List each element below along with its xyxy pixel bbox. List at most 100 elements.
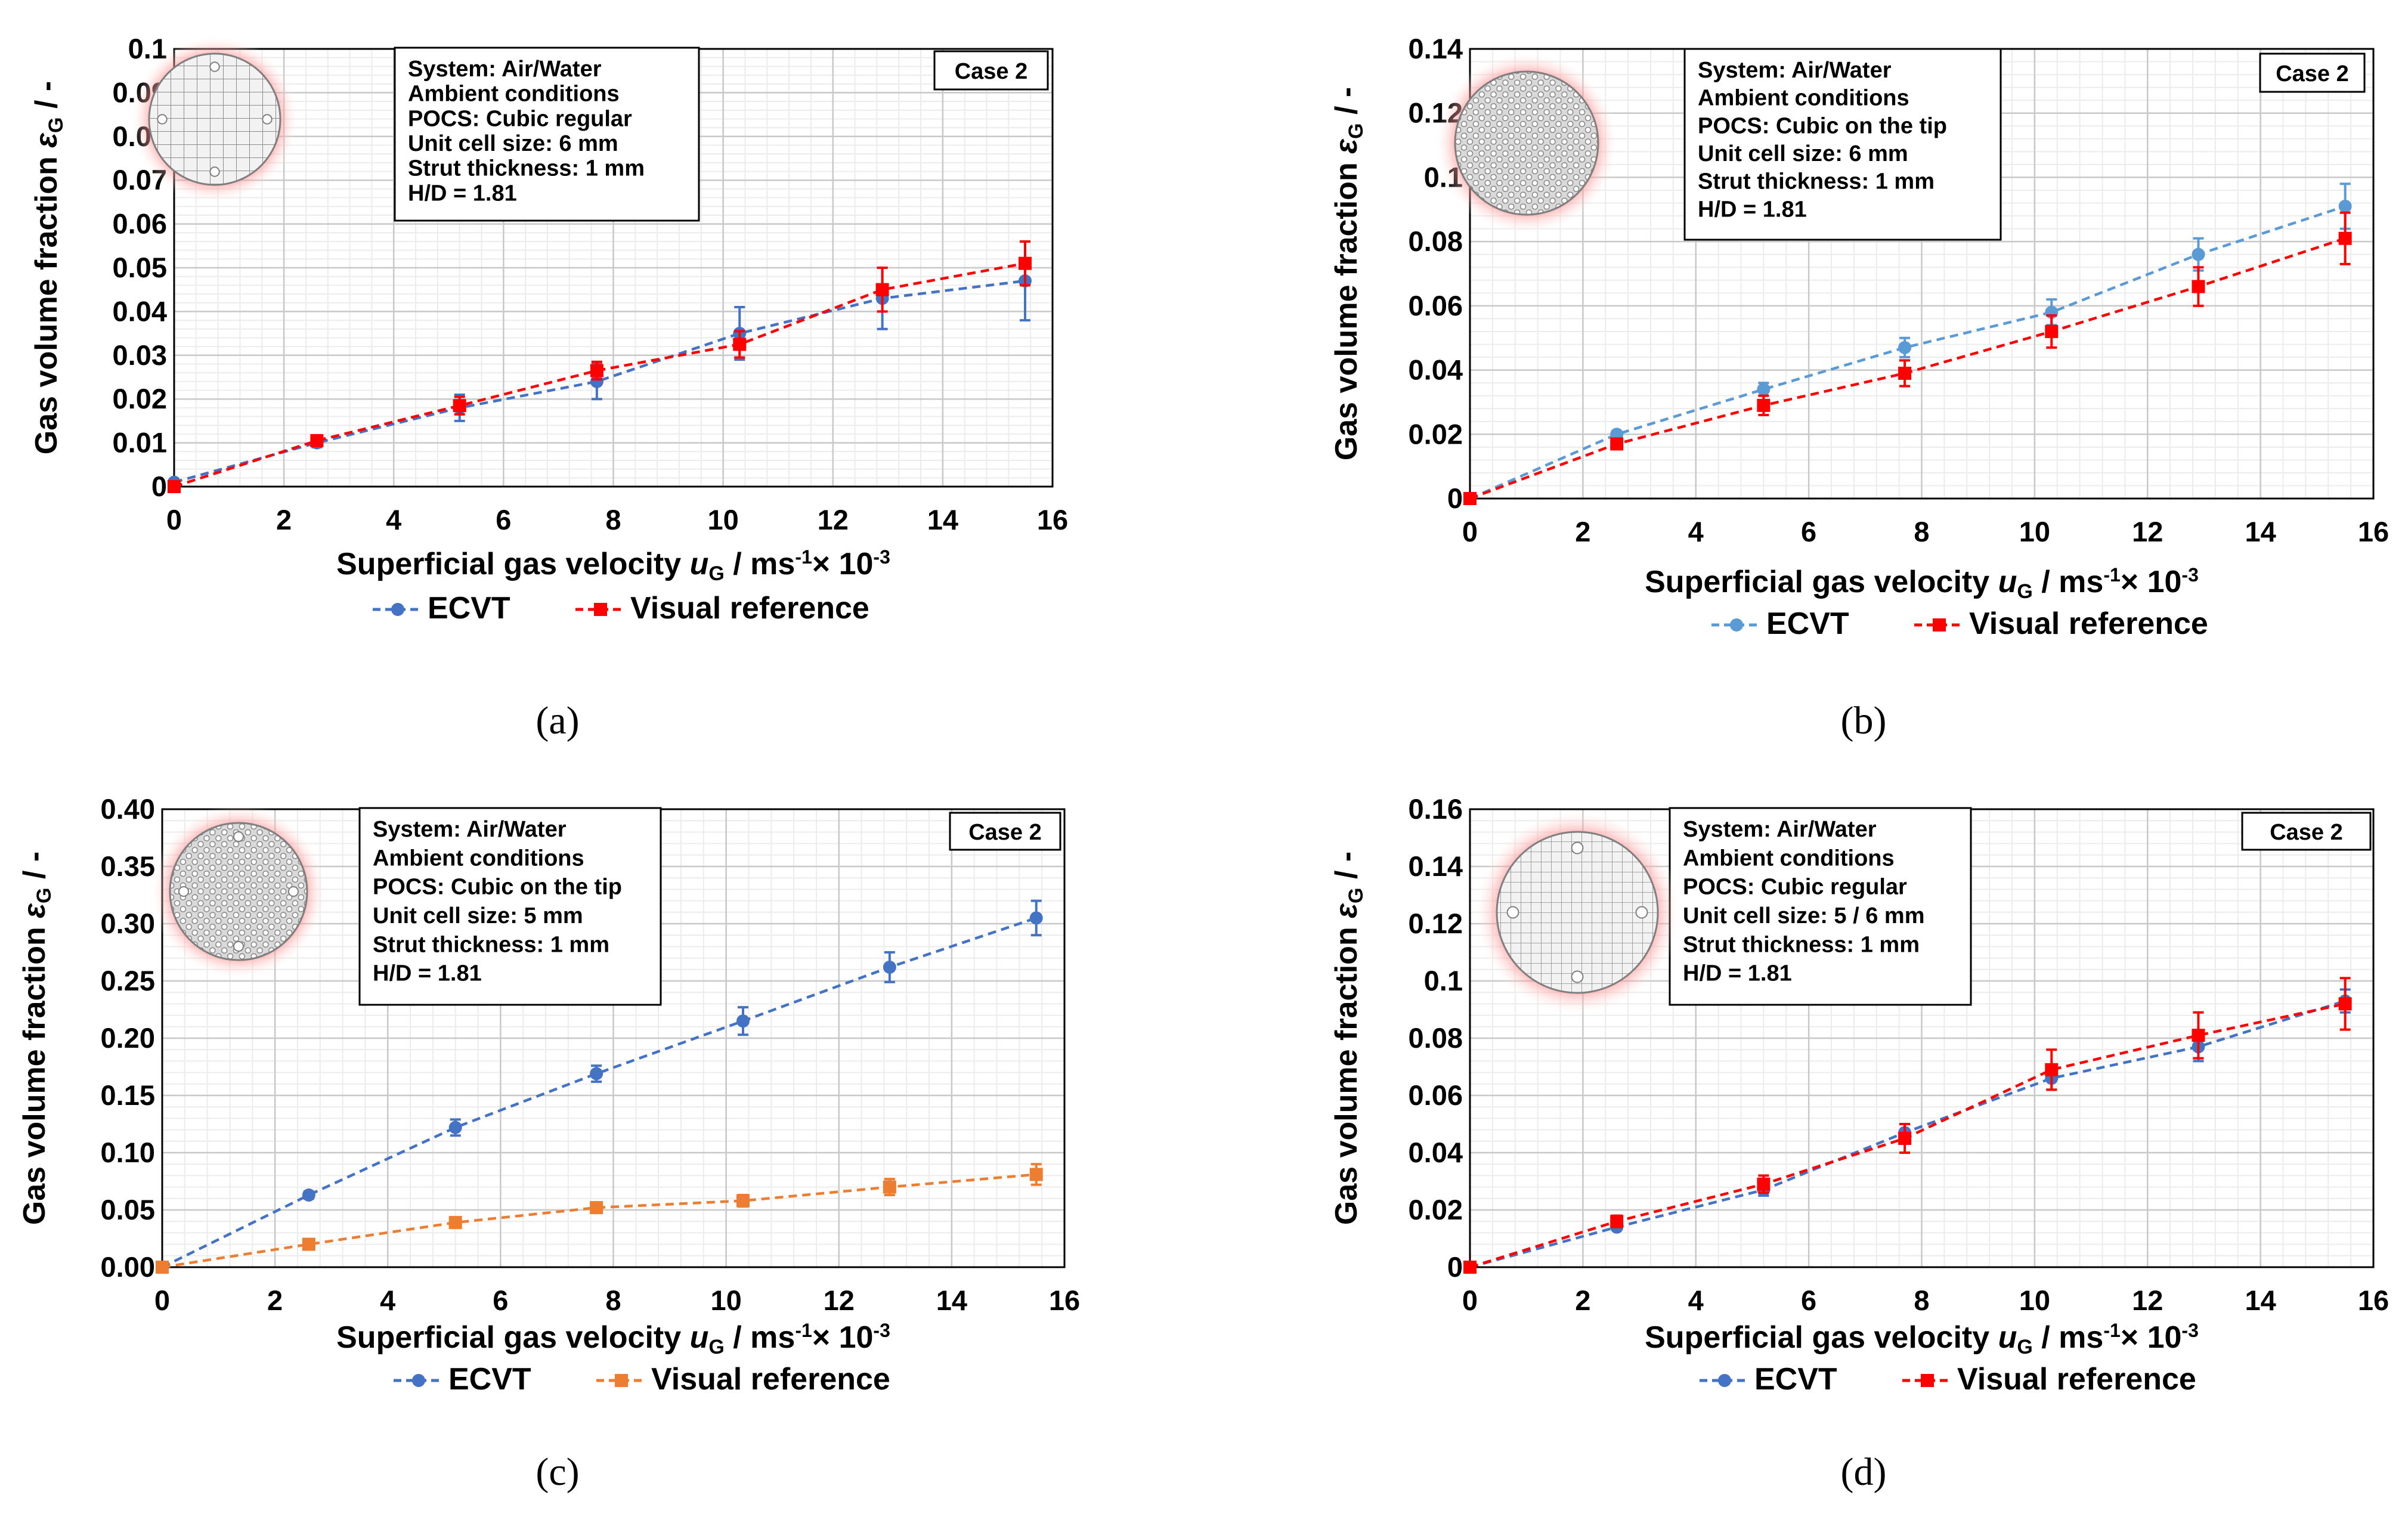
legend-marker [1730,618,1743,632]
y-axis-title-symbol-sub: G [1345,887,1367,903]
x-tick-label: 12 [824,1284,855,1316]
data-point [590,364,603,377]
y-axis-title-main: Gas volume fraction [1329,154,1364,460]
y-axis-title-tail: / - [17,852,52,888]
pocs-cross-section [1474,809,1680,1016]
y-tick-label: 0.03 [113,339,167,371]
x-tick-label: 12 [2132,1284,2163,1316]
pocs-hole [1506,906,1519,919]
case-label-frame [2259,52,2366,93]
data-point [2338,997,2352,1011]
y-axis-title: Gas volume fraction εG / - [1329,87,1367,460]
data-point [1018,256,1032,270]
y-tick-label: 0.04 [1409,1137,1463,1168]
y-axis-title-main: Gas volume fraction [17,918,52,1225]
x-tick-label: 0 [154,1284,170,1316]
info-box-frame [1683,48,2002,241]
series-visual-reference [1463,977,2352,1274]
x-axis-title-tail: × 10 [812,547,874,581]
data-point [1757,398,1771,412]
data-point [1029,1168,1043,1181]
x-tick-label: 6 [1801,516,1816,547]
legend-label: ECVT [428,591,510,626]
x-tick-label: 10 [2019,516,2050,547]
y-tick-label: 0.35 [101,850,155,882]
y-tick-label: 0.14 [1409,33,1463,64]
legend-item-ecvt: ECVT [1700,1362,1837,1397]
series-ecvt [156,899,1043,1274]
pocs-disk [1454,70,1599,216]
legend-marker [412,1374,425,1387]
chart-panel-b: 024681012141600.020.040.060.080.10.120.1… [1329,33,2389,641]
x-axis-title-symbol-sub: G [2017,1336,2032,1358]
y-axis-title-tail: / - [1329,852,1364,888]
panel-label: (a) [536,699,579,742]
legend-label: Visual reference [1957,1362,2196,1397]
legend-item-ecvt: ECVT [1711,606,1849,641]
data-point [310,434,324,447]
legend-label: Visual reference [630,591,869,626]
y-tick-label: 0.12 [1409,908,1463,939]
y-tick-label: 0.40 [101,793,155,825]
x-tick-label: 0 [1462,516,1478,547]
y-axis-title-tail: / - [29,81,64,117]
y-tick-label: 0.30 [101,908,155,939]
info-line: H/D = 1.81 [1698,197,1807,222]
x-axis-title-symbol: u [1998,1320,2017,1355]
case-label-frame [2241,812,2372,851]
legend-marker [391,603,404,616]
x-axis-title-unit: / ms [725,547,796,581]
x-axis-title-unit: / ms [725,1320,796,1355]
data-point [453,399,466,413]
legend-label: ECVT [1754,1362,1837,1397]
pocs-hole [233,831,244,843]
legend-label: ECVT [1766,606,1849,641]
info-line: H/D = 1.81 [408,181,517,206]
x-axis-title-symbol-sub: G [2017,580,2032,603]
x-tick-label: 2 [267,1284,283,1316]
panel-label: (c) [536,1450,579,1494]
legend-item-visual-reference: Visual reference [575,591,869,626]
info-line: System: Air/Water [1698,58,1892,83]
series-visual-reference [168,240,1032,493]
y-axis-title-main: Gas volume fraction [29,148,64,454]
chart-panel-a: 0 2 4 6 8 10 12 14 1600.010.020.030.040.050.060.… [29,33,1068,626]
x-axis-title: Superficial gas velocity uG / ms-1× 10-3 [336,1320,890,1358]
pocs-hole [209,61,220,72]
info-box-frame [358,807,662,1006]
info-line: Unit cell size: 5 / 6 mm [1683,903,1924,928]
x-axis-title-unit-sup: -1 [2103,1320,2120,1341]
data-point [1463,492,1477,505]
data-point [875,283,889,296]
data-point [1610,437,1624,451]
data-point [1757,1177,1771,1191]
info-line: System: Air/Water [1683,817,1877,842]
legend-marker [1921,1374,1934,1387]
pocs-disk [148,52,281,186]
info-box-frame [394,47,700,222]
y-tick-label: 0 [1447,482,1463,514]
y-tick-label: 0 [1447,1251,1463,1283]
legend: ECVT Visual reference [1700,1362,2196,1397]
pocs-cross-section [131,35,299,203]
x-tick-label: 6 [1801,1284,1816,1316]
data-point [168,480,181,493]
x-tick-label: 6 [496,504,511,535]
chart-panel-c: 0 2 4 6 8 10 12 14 16 0.00 0.05 0.10 0.15 0.20 0.25 0.3… [17,793,1080,1397]
legend: ECVT Visual reference [373,591,869,626]
info-line: System: Air/Water [373,817,567,842]
x-tick-label: 10 [710,1284,741,1316]
x-tick-label: 16 [2358,516,2389,547]
x-axis-title-tail-sup: -3 [2181,564,2198,586]
x-tick-label: 4 [386,504,401,535]
x-tick-label: 2 [1575,1284,1590,1316]
x-tick-label: 6 [493,1284,508,1316]
y-tick-label: 0.02 [1409,418,1463,450]
y-axis-title-symbol: ε [1329,903,1364,918]
x-axis-title-unit: / ms [2033,565,2104,599]
pocs-hole [209,166,220,177]
data-point [733,338,747,351]
data-point [448,1120,462,1134]
y-axis-title-symbol: ε [1329,138,1364,154]
